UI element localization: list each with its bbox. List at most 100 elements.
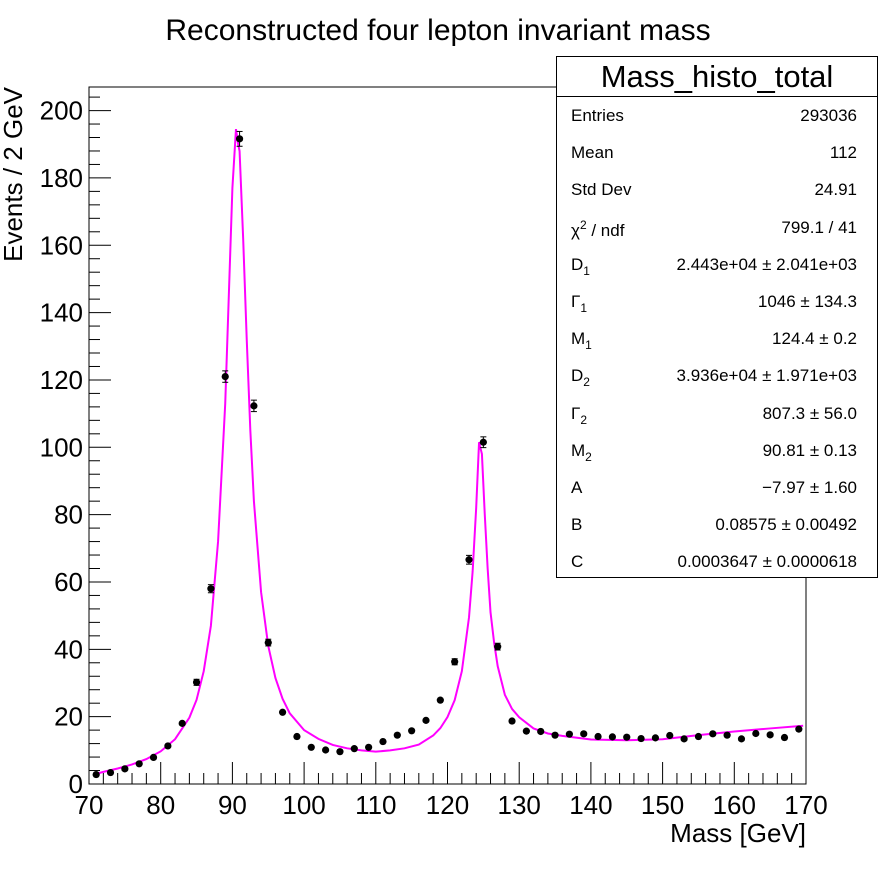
x-axis-label: Mass [GeV] <box>670 818 806 848</box>
x-tick-label: 160 <box>713 790 756 820</box>
data-marker <box>307 743 315 751</box>
y-tick-label: 60 <box>54 567 83 597</box>
fit-curve <box>94 128 804 776</box>
data-point <box>408 727 416 735</box>
y-tick-label: 160 <box>40 230 83 260</box>
x-tick-label: 130 <box>498 790 541 820</box>
stats-key: Mean <box>571 143 614 163</box>
y-tick-label: 120 <box>40 365 83 395</box>
data-marker <box>365 743 373 751</box>
data-point <box>637 734 645 743</box>
data-marker <box>178 719 186 727</box>
data-point <box>594 732 602 741</box>
data-marker <box>264 638 272 647</box>
stats-value: 0.08575 ± 0.00492 <box>715 515 857 535</box>
data-point <box>580 730 588 738</box>
data-marker <box>336 748 344 756</box>
data-marker <box>293 732 301 741</box>
data-marker <box>651 734 660 742</box>
data-marker <box>723 731 731 739</box>
x-tick-label: 110 <box>355 790 396 820</box>
data-marker <box>350 745 358 753</box>
stats-row: D2 3.936e+04 ± 1.971e+03 <box>557 357 877 394</box>
data-point <box>293 732 301 741</box>
stats-key: Entries <box>571 106 624 125</box>
data-marker <box>594 732 602 741</box>
data-marker <box>608 733 617 741</box>
data-point <box>235 130 244 147</box>
stats-key: A <box>571 478 583 497</box>
data-marker <box>135 760 143 768</box>
data-point <box>737 735 746 743</box>
data-point <box>494 642 502 651</box>
data-point <box>178 719 186 727</box>
data-marker <box>780 733 789 742</box>
data-marker <box>250 402 258 410</box>
data-marker <box>666 731 674 740</box>
data-point <box>278 708 287 716</box>
data-marker <box>221 372 229 381</box>
data-marker <box>207 585 215 593</box>
stats-row: Entries 293036 <box>557 97 877 134</box>
data-marker <box>465 556 473 564</box>
data-point <box>752 729 760 738</box>
y-tick-label: 0 <box>69 769 83 799</box>
data-point <box>608 733 617 741</box>
data-point <box>393 731 401 739</box>
data-point <box>379 737 387 746</box>
x-tick-label: 170 <box>784 790 827 820</box>
data-marker <box>322 746 330 754</box>
stats-box: Mass_histo_total Entries 293036 Mean 112 Std… <box>556 56 878 578</box>
data-point <box>264 638 272 647</box>
data-marker <box>623 733 631 741</box>
stats-row: Γ1 1046 ± 134.3 <box>557 283 877 320</box>
data-marker <box>580 730 588 738</box>
data-marker <box>680 735 688 743</box>
y-tick-label: 20 <box>54 702 83 732</box>
data-marker <box>393 731 401 739</box>
stats-key: D2 <box>571 366 590 390</box>
stats-value: 90.81 ± 0.13 <box>762 440 857 460</box>
data-marker <box>694 732 703 741</box>
data-point <box>207 584 215 594</box>
stats-row: A −7.97 ± 1.60 <box>557 469 877 506</box>
data-point <box>694 732 703 741</box>
stats-key: C <box>571 552 584 572</box>
data-marker <box>637 734 645 743</box>
data-point <box>551 731 559 739</box>
data-marker <box>795 725 803 733</box>
fit-curve-layer <box>94 128 804 776</box>
x-tick-label: 70 <box>75 790 104 820</box>
data-marker <box>379 737 387 746</box>
data-point <box>135 760 143 768</box>
x-tick-label: 150 <box>641 790 684 820</box>
data-marker <box>278 708 287 716</box>
data-point <box>221 370 229 383</box>
stats-row: M1 124.4 ± 0.2 <box>557 320 877 357</box>
data-marker <box>235 135 244 143</box>
data-point <box>149 753 158 761</box>
data-marker <box>551 731 559 739</box>
stats-value: 124.4 ± 0.2 <box>772 329 857 349</box>
stats-key: Γ1 <box>571 292 588 315</box>
stats-value: 24.91 <box>814 180 857 200</box>
stats-key: M1 <box>571 329 592 353</box>
y-tick-label: 200 <box>40 96 83 126</box>
data-marker <box>106 768 115 777</box>
stats-value: −7.97 ± 1.60 <box>762 478 857 497</box>
data-point <box>106 768 115 777</box>
x-tick-label: 100 <box>282 790 325 820</box>
data-point <box>121 765 129 773</box>
data-point <box>365 743 373 751</box>
data-point <box>92 770 100 779</box>
stats-key: M2 <box>571 440 592 464</box>
stats-value: 112 <box>829 143 857 163</box>
data-marker <box>164 742 172 750</box>
data-point <box>250 399 258 413</box>
data-point <box>479 436 487 449</box>
data-marker <box>522 727 530 735</box>
y-tick-label: 100 <box>40 432 83 462</box>
data-marker <box>766 731 774 739</box>
data-point <box>709 730 717 738</box>
stats-key: χ2 / ndf <box>571 217 625 240</box>
